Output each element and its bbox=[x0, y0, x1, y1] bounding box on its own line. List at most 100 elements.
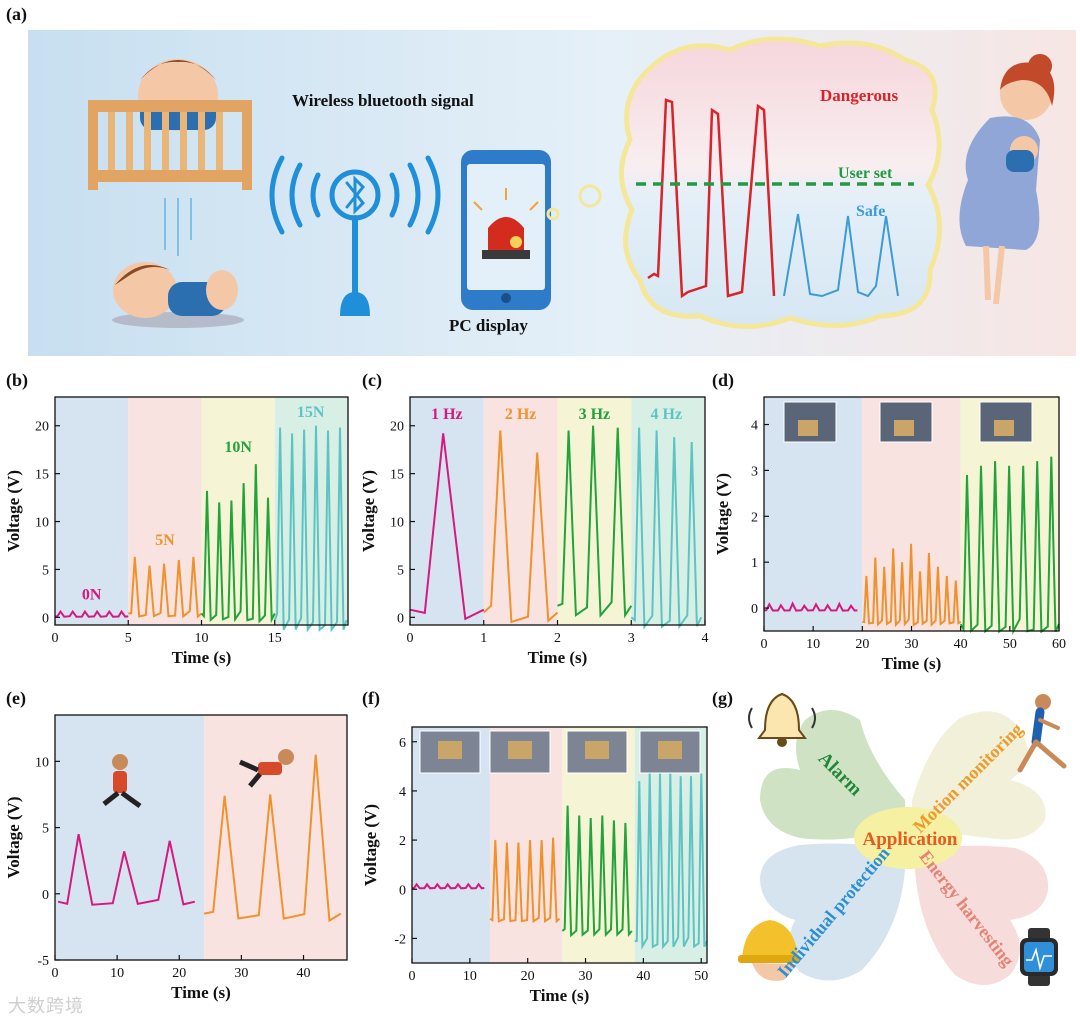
chart-b-region-2 bbox=[201, 397, 275, 625]
chart-c-ytick-label: 5 bbox=[397, 563, 404, 578]
chart-c-segment-label-1: 2 Hz bbox=[505, 406, 537, 423]
panel-label-d: (d) bbox=[712, 370, 734, 390]
chart-c-xlabel: Time (s) bbox=[528, 648, 588, 667]
chart-c-region-2 bbox=[557, 397, 632, 625]
dangerous-label: Dangerous bbox=[820, 86, 898, 105]
dangerous-signal-line bbox=[647, 98, 776, 299]
chart-c-xtick-label: 4 bbox=[702, 631, 709, 646]
chart-c-xtick-label: 1 bbox=[480, 631, 487, 646]
chart-f-ytick-label: 0 bbox=[399, 883, 406, 898]
chart-e-ytick-label: 0 bbox=[42, 888, 49, 903]
chart-b-xtick-label: 5 bbox=[125, 631, 132, 646]
chart-d-ytick-label: 4 bbox=[751, 419, 758, 434]
chart-b-xlabel: Time (s) bbox=[172, 648, 232, 667]
chart-c-segment-label-0: 1 Hz bbox=[431, 406, 463, 423]
chart-f-xtick-label: 10 bbox=[463, 969, 477, 984]
chart-d-inset-device-1 bbox=[894, 420, 914, 436]
chart-f-inset-photo-3 bbox=[639, 730, 701, 774]
application-center bbox=[854, 807, 962, 869]
chart-e-ytick-label: 10 bbox=[35, 755, 49, 770]
chart-e-ylabel: Voltage (V) bbox=[4, 797, 23, 879]
chart-f-series-2 bbox=[561, 805, 633, 938]
chart-b-segment-label-2: 10N bbox=[224, 439, 252, 456]
chart-b-frame bbox=[54, 396, 349, 626]
panel-label-f: (f) bbox=[362, 688, 380, 708]
chart-c-xtick-label: 2 bbox=[554, 631, 561, 646]
panel-label-c: (c) bbox=[362, 370, 382, 390]
chart-b-xtick-label: 10 bbox=[195, 631, 209, 646]
petal-motion-monitoring bbox=[912, 711, 1046, 840]
chart-c-series-1 bbox=[483, 430, 559, 624]
chart-d-xlabel: Time (s) bbox=[882, 654, 942, 673]
chart-c-series-3 bbox=[630, 427, 703, 630]
watermark: 大数跨境 bbox=[8, 996, 84, 1017]
chart-d-inset-device-2 bbox=[994, 420, 1014, 436]
chart-c-region-1 bbox=[483, 397, 558, 625]
panel-label-e: (e) bbox=[6, 688, 26, 708]
chart-f-ytick-label: 2 bbox=[399, 834, 406, 849]
chart-e-ytick-label: 5 bbox=[42, 822, 49, 837]
chart-b-ytick-label: 5 bbox=[42, 563, 49, 578]
petal-label-energy-harvesting: Energy harvesting bbox=[915, 846, 1018, 970]
chart-f-xlabel: Time (s) bbox=[530, 986, 590, 1005]
pc-display-label: PC display bbox=[449, 316, 528, 335]
chart-c-segment-label-2: 3 Hz bbox=[579, 406, 611, 423]
chart-f-inset-photo-0 bbox=[419, 730, 481, 774]
monitoring-scene: Wireless bluetooth signal PC display Dan… bbox=[28, 30, 1076, 356]
walking-person-icon bbox=[102, 754, 142, 809]
bluetooth-icon bbox=[269, 155, 441, 316]
chart-d-inset-photo-2 bbox=[979, 401, 1033, 443]
smartwatch-icon bbox=[1020, 928, 1058, 986]
chart-f-region-0 bbox=[412, 727, 491, 963]
chart-f-region-2 bbox=[562, 727, 635, 963]
chart-f-region-3 bbox=[634, 727, 707, 963]
petal-label-individual-protection: Individual protection bbox=[773, 843, 893, 981]
panel-label-b: (b) bbox=[6, 370, 28, 390]
chart-d-region-0 bbox=[764, 397, 863, 631]
chart-b-series-2 bbox=[200, 464, 276, 624]
chart-e-xtick-label: 40 bbox=[297, 966, 311, 981]
chart-f-frame bbox=[411, 726, 708, 964]
chart-c-ytick-label: 20 bbox=[390, 420, 404, 435]
chart-b-region-3 bbox=[274, 397, 348, 625]
chart-d-region-1 bbox=[862, 397, 961, 631]
chart-d-frame bbox=[763, 396, 1060, 632]
chart-c-segment-label-3: 4 Hz bbox=[651, 406, 683, 423]
chart-b-xtick-label: 15 bbox=[268, 631, 282, 646]
chart-e-xlabel: Time (s) bbox=[171, 983, 231, 1002]
chart-d-inset-photo-1 bbox=[879, 401, 933, 443]
chart-e-region-1 bbox=[204, 715, 347, 960]
chart-b-ytick-label: 10 bbox=[35, 516, 49, 531]
chart-b-region-1 bbox=[128, 397, 202, 625]
chart-f-xtick-label: 40 bbox=[636, 969, 650, 984]
chart-d-xtick-label: 60 bbox=[1052, 637, 1066, 652]
chart-b-series-1 bbox=[128, 556, 203, 619]
chart-f-ylabel: Voltage (V) bbox=[361, 804, 380, 886]
petal-alarm bbox=[760, 710, 905, 840]
chart-d-ytick-label: 2 bbox=[751, 510, 758, 525]
chart-f-inset-device-1 bbox=[508, 741, 532, 759]
thought-bubble-tiny bbox=[546, 207, 560, 221]
chart-e-series-0 bbox=[57, 834, 196, 906]
chart-b-xtick-label: 0 bbox=[52, 631, 59, 646]
bell-icon bbox=[748, 692, 816, 747]
wireless-signal-label: Wireless bluetooth signal bbox=[292, 91, 474, 110]
petal-individual-protection bbox=[760, 843, 905, 981]
petal-label-alarm: Alarm bbox=[814, 748, 866, 800]
chart-e-region-0 bbox=[55, 715, 205, 960]
chart-c-series-2 bbox=[557, 425, 633, 619]
mother-illustration bbox=[959, 54, 1055, 305]
chart-b-series-0 bbox=[54, 609, 129, 618]
chart-c-region-0 bbox=[410, 397, 484, 625]
petal-energy-harvesting bbox=[915, 845, 1049, 985]
chart-d-xtick-label: 40 bbox=[954, 637, 968, 652]
chart-d-ytick-label: 0 bbox=[751, 602, 758, 617]
chart-b-series-3 bbox=[273, 425, 348, 633]
chart-e-ytick-label: -5 bbox=[37, 954, 49, 969]
chart-b-ytick-label: 0 bbox=[42, 611, 49, 626]
chart-d-inset-photo-0 bbox=[783, 401, 837, 443]
chart-c-ytick-label: 10 bbox=[390, 516, 404, 531]
chart-b-segment-label-0: 0N bbox=[82, 587, 102, 604]
chart-c-series-0 bbox=[409, 433, 485, 621]
chart-f-inset-photo-1 bbox=[489, 730, 551, 774]
